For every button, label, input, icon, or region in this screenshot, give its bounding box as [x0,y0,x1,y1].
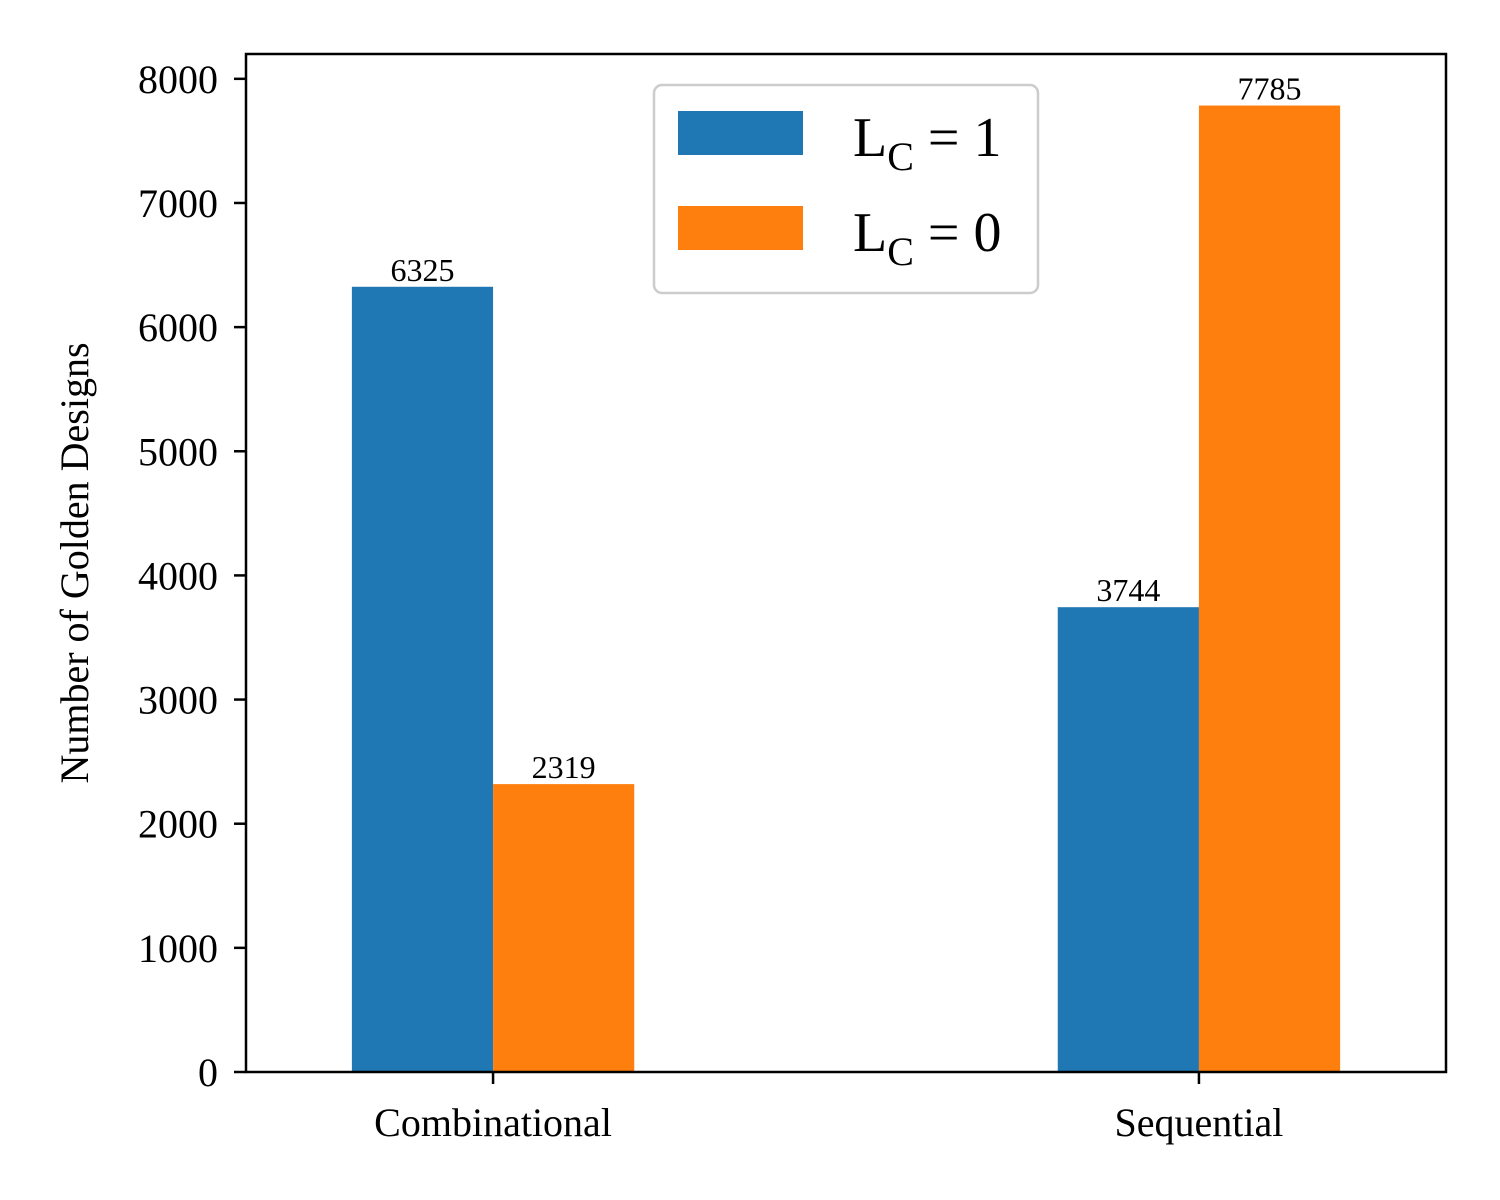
bar-series-2-combinational [493,784,635,1072]
y-axis: 0 1000 2000 3000 4000 5000 6000 7000 8000 [138,57,246,1095]
y-tick-label: 1000 [138,926,218,971]
x-tick-label-combinational: Combinational [374,1100,612,1145]
legend-swatch-series-2 [678,206,803,250]
y-axis-label: Number of Golden Designs [52,342,97,783]
bar-series-1-sequential [1057,607,1199,1072]
bars-layer [351,105,1341,1072]
legend-swatch-series-1 [678,111,803,155]
bar-value-label: 6325 [390,252,454,288]
x-axis: Combinational Sequential [374,1072,1283,1145]
plot-frame [244,52,1448,1074]
y-tick-label: 5000 [138,429,218,474]
y-tick-label: 4000 [138,553,218,598]
bar-series-2-sequential [1198,105,1341,1072]
y-tick-label: 6000 [138,305,218,350]
y-tick-label: 7000 [138,181,218,226]
legend-label-series-2: LC = 0 [853,202,1002,274]
bar-series-1-combinational [351,286,494,1072]
y-tick-label: 0 [198,1050,218,1095]
y-tick-label: 2000 [138,802,218,847]
legend-label-series-1: LC = 1 [853,107,1002,179]
bar-value-label: 7785 [1238,71,1302,107]
y-tick-label: 3000 [138,678,218,723]
y-tick-label: 8000 [138,57,218,102]
legend: LC = 1 LC = 0 [652,83,1040,295]
bar-value-label: 3744 [1096,572,1160,608]
bar-value-label: 2319 [532,749,596,785]
data-labels-layer: 6325 3744 2319 7785 [390,71,1301,786]
x-tick-label-sequential: Sequential [1115,1100,1284,1145]
